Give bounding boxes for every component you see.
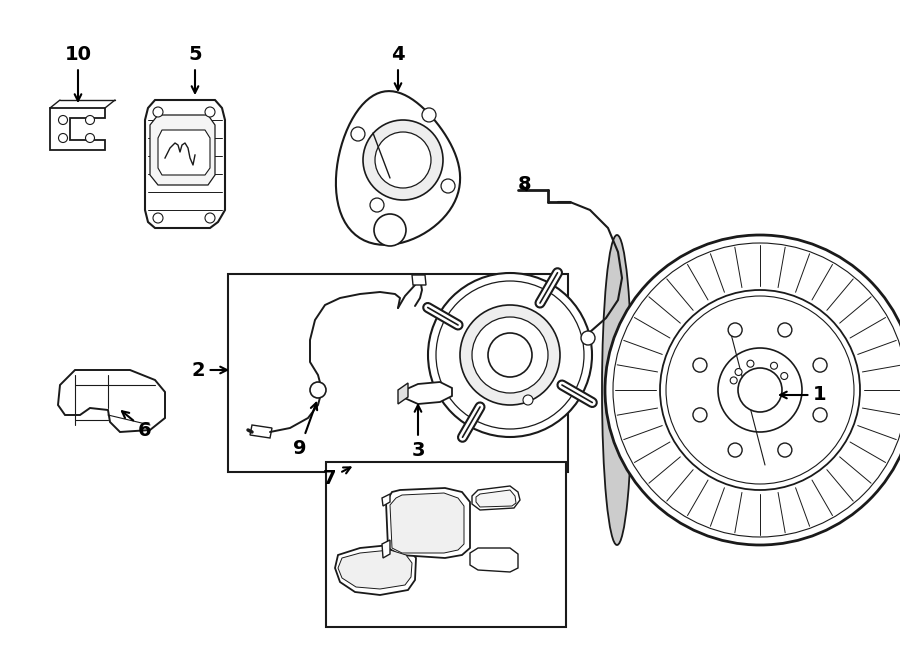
Circle shape	[205, 213, 215, 223]
Circle shape	[441, 179, 455, 193]
Circle shape	[422, 108, 436, 122]
Text: 1: 1	[780, 385, 827, 405]
Text: 6: 6	[122, 411, 152, 440]
Circle shape	[428, 273, 592, 437]
Circle shape	[660, 290, 860, 490]
Circle shape	[666, 296, 854, 484]
Polygon shape	[250, 425, 272, 438]
Polygon shape	[400, 382, 452, 404]
Circle shape	[472, 317, 548, 393]
Text: 3: 3	[411, 405, 425, 459]
Polygon shape	[150, 115, 215, 185]
Text: 4: 4	[392, 46, 405, 90]
Circle shape	[728, 323, 742, 337]
Circle shape	[374, 214, 406, 246]
Polygon shape	[398, 383, 408, 404]
Polygon shape	[50, 108, 105, 150]
Circle shape	[581, 331, 595, 345]
Polygon shape	[158, 130, 210, 175]
Text: 10: 10	[65, 46, 92, 101]
Circle shape	[613, 243, 900, 537]
Bar	[228, 274, 568, 472]
Polygon shape	[335, 545, 416, 595]
Polygon shape	[382, 494, 390, 506]
Text: 2: 2	[191, 360, 227, 379]
Text: 8: 8	[518, 176, 532, 194]
Polygon shape	[338, 550, 412, 589]
Circle shape	[205, 107, 215, 117]
Polygon shape	[472, 486, 520, 510]
Circle shape	[738, 368, 782, 412]
Circle shape	[813, 358, 827, 372]
Circle shape	[351, 127, 365, 141]
Circle shape	[605, 235, 900, 545]
Text: 9: 9	[293, 403, 317, 457]
Circle shape	[86, 134, 94, 143]
Circle shape	[718, 348, 802, 432]
Polygon shape	[470, 548, 518, 572]
Polygon shape	[382, 540, 390, 558]
Circle shape	[58, 116, 68, 124]
Polygon shape	[145, 100, 225, 228]
Ellipse shape	[602, 235, 632, 545]
Circle shape	[813, 408, 827, 422]
Polygon shape	[390, 493, 464, 553]
Circle shape	[693, 408, 706, 422]
Circle shape	[778, 323, 792, 337]
Circle shape	[370, 198, 384, 212]
Circle shape	[730, 377, 737, 384]
Circle shape	[778, 443, 792, 457]
Circle shape	[747, 360, 754, 368]
Bar	[326, 462, 566, 627]
Circle shape	[436, 281, 584, 429]
Text: 7: 7	[323, 467, 350, 488]
Polygon shape	[336, 91, 460, 245]
Text: 5: 5	[188, 46, 202, 93]
Circle shape	[310, 382, 326, 398]
Polygon shape	[412, 275, 426, 285]
Polygon shape	[58, 370, 165, 432]
Polygon shape	[476, 490, 516, 507]
Circle shape	[153, 107, 163, 117]
Circle shape	[86, 116, 94, 124]
Circle shape	[460, 305, 560, 405]
Circle shape	[728, 443, 742, 457]
Circle shape	[488, 333, 532, 377]
Circle shape	[770, 362, 778, 369]
Polygon shape	[386, 488, 470, 558]
Circle shape	[735, 368, 742, 375]
Circle shape	[523, 395, 533, 405]
Circle shape	[58, 134, 68, 143]
Circle shape	[153, 213, 163, 223]
Circle shape	[375, 132, 431, 188]
Circle shape	[693, 358, 706, 372]
Circle shape	[363, 120, 443, 200]
Circle shape	[780, 373, 788, 379]
